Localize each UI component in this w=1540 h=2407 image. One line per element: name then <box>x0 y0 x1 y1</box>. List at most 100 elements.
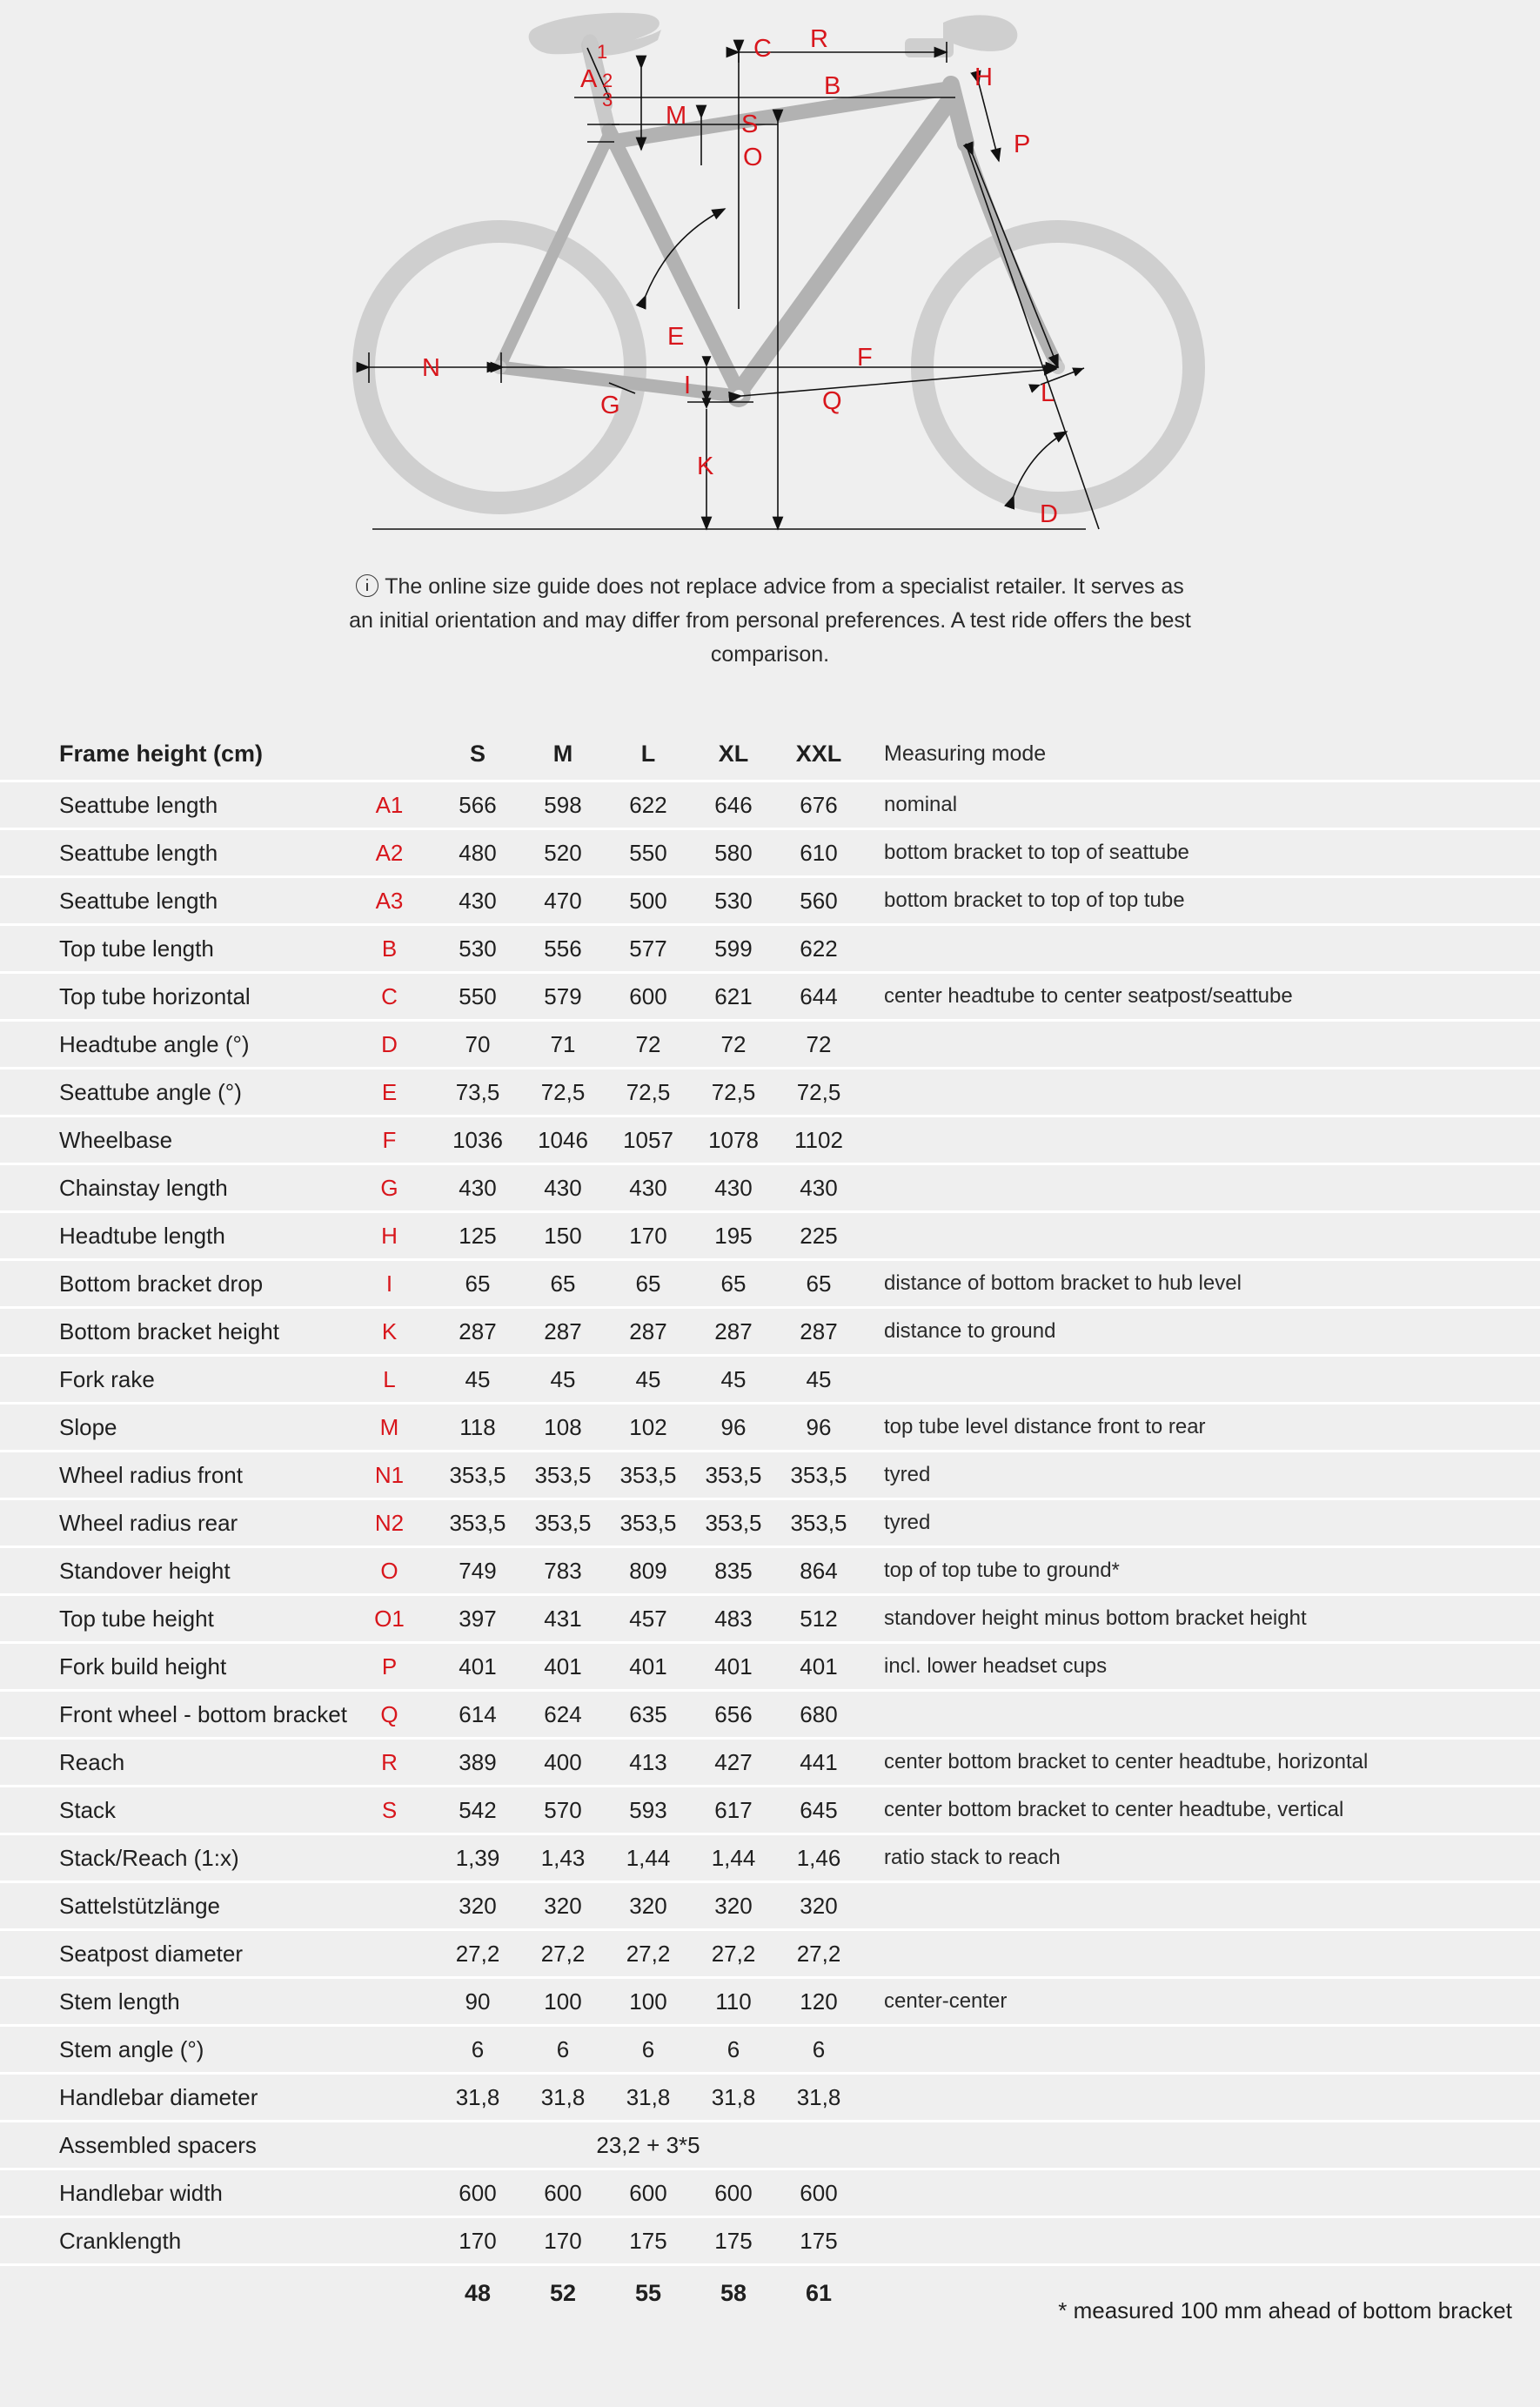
total-size-m: 52 <box>549 2279 577 2306</box>
row-label: Bottom bracket drop <box>59 1270 264 1297</box>
row-value-m: 400 <box>544 1748 582 1775</box>
row-value-xl: 96 <box>720 1413 747 1440</box>
diagram-label-S: S <box>741 111 758 138</box>
row-value-xl: 1,44 <box>711 1844 756 1871</box>
row-value-m: 45 <box>550 1365 576 1392</box>
diagram-label-H: H <box>974 64 993 91</box>
row-code: B <box>381 935 398 962</box>
row-measuring-mode: top of top tube to ground* <box>884 1559 1120 1582</box>
diagram-label-I: I <box>684 372 691 399</box>
row-measuring-mode: bottom bracket to top of top tube <box>884 888 1185 912</box>
total-size-xl: 58 <box>720 2279 747 2306</box>
row-label: Stem length <box>59 1988 180 2015</box>
row-value-s: 566 <box>459 791 497 818</box>
table-row: Cranklength 170 170 175 175 175 <box>0 2218 1540 2266</box>
row-value-l: 72 <box>635 1030 661 1057</box>
row-label: Sattelstützlänge <box>59 1892 221 1919</box>
diagram-label-G: G <box>600 392 620 419</box>
row-value-l: 500 <box>629 887 667 914</box>
row-code: Q <box>380 1700 398 1727</box>
row-value-xl: 401 <box>714 1653 753 1680</box>
row-value-s: 73,5 <box>455 1078 500 1105</box>
row-measuring-mode: tyred <box>884 1463 931 1486</box>
row-label: Slope <box>59 1413 117 1440</box>
row-value-m: 108 <box>544 1413 582 1440</box>
row-code: K <box>381 1317 398 1344</box>
table-row: Top tube length B 530 556 577 599 622 <box>0 926 1540 974</box>
table-row: Seattube angle (°) E 73,5 72,5 72,5 72,5 72,5 <box>0 1069 1540 1117</box>
row-value-xl: 353,5 <box>705 1509 762 1536</box>
info-icon <box>356 574 379 597</box>
row-value-l: 413 <box>629 1748 667 1775</box>
table-footnote: * measured 100 mm ahead of bottom bracke… <box>1058 2297 1512 2323</box>
row-code: N1 <box>374 1461 405 1488</box>
diagram-label-A1: 1 <box>597 41 607 63</box>
row-label: Stack/Reach (1:x) <box>59 1844 239 1871</box>
row-value-s: 6 <box>471 2035 485 2062</box>
frame-tubes <box>492 76 1065 403</box>
row-value-xxl: 6 <box>812 2035 826 2062</box>
diagram-label-K: K <box>697 453 714 480</box>
row-value-l: 175 <box>629 2227 667 2254</box>
total-size-l: 55 <box>634 2279 662 2306</box>
page-title: Frame height (cm) <box>59 740 264 767</box>
row-label: Stack <box>59 1796 117 1823</box>
row-label: Seattube length <box>59 839 218 866</box>
size-header-xl: XL <box>718 740 749 767</box>
row-value-xxl: 96 <box>806 1413 832 1440</box>
row-value-m: 520 <box>544 839 582 866</box>
row-value-xl: 72 <box>720 1030 747 1057</box>
total-size-xxl: 61 <box>805 2279 833 2306</box>
row-value-s: 530 <box>459 935 497 962</box>
row-value-xxl: 65 <box>806 1270 832 1297</box>
row-label: Headtube length <box>59 1222 225 1249</box>
row-label: Handlebar diameter <box>59 2083 258 2110</box>
table-row: Fork build height P 401 401 401 401 401 incl. l… <box>0 1644 1540 1692</box>
table-header-row: Frame height (cm) S M L XL XXL Measuring… <box>0 727 1540 782</box>
row-value-xl: 430 <box>714 1174 753 1201</box>
table-row: Slope M 118 108 102 96 96 top tube level distan… <box>0 1405 1540 1452</box>
row-value-xxl: 120 <box>800 1988 838 2015</box>
row-value-xl: 483 <box>714 1605 753 1632</box>
row-value-xxl: 353,5 <box>790 1509 847 1536</box>
table-row: Seattube length A1 566 598 622 646 676 nominal <box>0 782 1540 830</box>
row-value-xl: 175 <box>714 2227 753 2254</box>
size-header-s: S <box>469 740 485 767</box>
row-value-l: 635 <box>629 1700 667 1727</box>
row-value-s: 70 <box>465 1030 491 1057</box>
row-value-l: 45 <box>635 1365 661 1392</box>
row-value-xxl: 1,46 <box>796 1844 841 1871</box>
diagram-label-E: E <box>667 323 684 351</box>
table-row: Stem length 90 100 100 110 120 center-center <box>0 1979 1540 2027</box>
row-value-l: 457 <box>629 1605 667 1632</box>
row-value-xxl: 676 <box>800 791 838 818</box>
row-measuring-mode: center bottom bracket to center headtube… <box>884 1798 1344 1821</box>
row-value-s: 749 <box>459 1557 497 1584</box>
row-value-l: 809 <box>629 1557 667 1584</box>
row-value-l: 72,5 <box>626 1078 671 1105</box>
row-label: Bottom bracket height <box>59 1317 279 1344</box>
row-value-m: 430 <box>544 1174 582 1201</box>
row-measuring-mode: distance of bottom bracket to hub level <box>884 1271 1242 1295</box>
row-label: Seattube angle (°) <box>59 1078 242 1105</box>
row-value-m: 401 <box>544 1653 582 1680</box>
row-value-m: 71 <box>550 1030 576 1057</box>
row-value-m: 624 <box>544 1700 582 1727</box>
row-measuring-mode: top tube level distance front to rear <box>884 1415 1206 1438</box>
row-span-value: 23,2 + 3*5 <box>596 2131 700 2158</box>
row-value-xl: 427 <box>714 1748 753 1775</box>
handlebar-icon <box>905 15 1018 57</box>
row-measuring-mode: center headtube to center seatpost/seatt… <box>884 984 1293 1008</box>
table-row: Wheel radius rear N2 353,5 353,5 353,5 353,5 3… <box>0 1500 1540 1548</box>
table-row: Stack S 542 570 593 617 645 center bottom brack… <box>0 1787 1540 1835</box>
table-row: Sattelstützlänge 320 320 320 320 320 <box>0 1883 1540 1931</box>
row-code: D <box>381 1030 398 1057</box>
row-value-m: 470 <box>544 887 582 914</box>
size-header-l: L <box>640 740 656 767</box>
diagram-label-Q: Q <box>822 387 842 415</box>
row-label: Top tube horizontal <box>59 982 251 1009</box>
row-value-m: 1,43 <box>540 1844 586 1871</box>
diagram-label-L: L <box>1041 379 1055 407</box>
row-value-m: 72,5 <box>540 1078 586 1105</box>
